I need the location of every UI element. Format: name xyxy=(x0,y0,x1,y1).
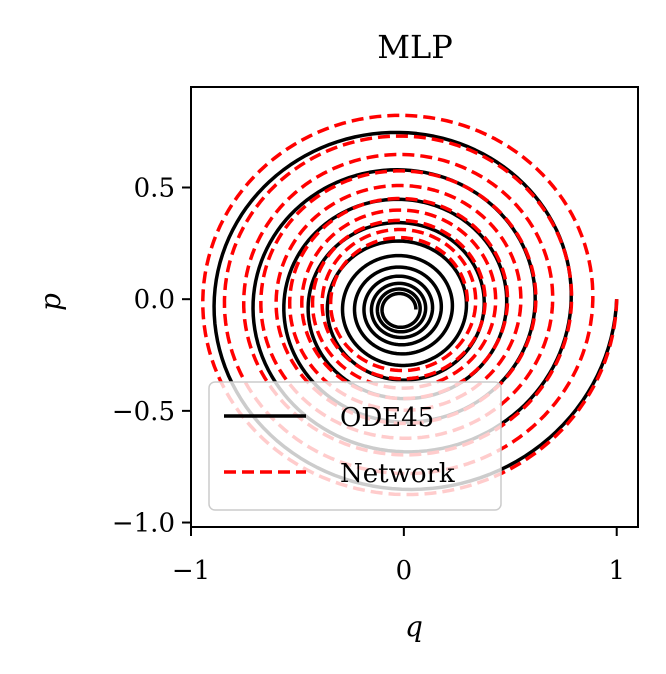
legend-label-ode45: ODE45 xyxy=(340,403,434,433)
chart-title: MLP xyxy=(377,28,453,66)
x-tick-label: 1 xyxy=(608,556,625,586)
series-line-network xyxy=(201,113,619,497)
x-axis-label: q xyxy=(405,610,423,643)
plot-frame xyxy=(190,86,639,528)
x-tick-label: 0 xyxy=(396,556,413,586)
y-tick-label: 0.0 xyxy=(134,285,175,315)
x-axis: −1 0 1 xyxy=(172,527,625,586)
y-tick-label: −0.5 xyxy=(112,397,175,427)
y-axis: 0.5 0.0 −0.5 −1.0 xyxy=(112,174,191,539)
legend-label-network: Network xyxy=(340,459,455,489)
series-layer xyxy=(201,113,619,497)
y-tick-label: −1.0 xyxy=(112,509,175,539)
y-axis-label: p xyxy=(34,293,67,311)
x-tick-label: −1 xyxy=(172,556,210,586)
legend-box xyxy=(208,381,502,511)
legend: ODE45 Network xyxy=(208,381,502,511)
y-tick-label: 0.5 xyxy=(134,174,175,204)
